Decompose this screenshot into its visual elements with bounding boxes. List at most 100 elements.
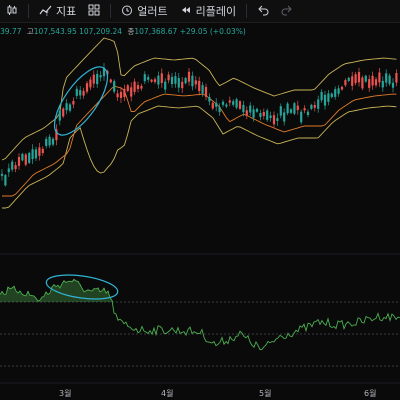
candle-body	[388, 75, 391, 84]
candlestick-icon	[6, 4, 18, 19]
candle-body	[289, 109, 293, 113]
candle-body	[174, 76, 177, 84]
candle-body	[0, 173, 4, 176]
candle-body	[82, 90, 85, 96]
candle-body	[395, 73, 398, 83]
candle-body	[17, 157, 21, 166]
alert-button[interactable]: 얼러트	[115, 0, 173, 22]
annotation-ellipse	[45, 274, 119, 300]
candle-body	[191, 75, 194, 87]
candle-body	[147, 77, 150, 80]
candle-body	[45, 138, 48, 146]
x-axis-label-march: 3월	[59, 389, 72, 398]
toolbar-divider	[28, 4, 29, 18]
candle-body	[351, 76, 354, 86]
candle-body	[21, 153, 24, 161]
candle-body	[320, 91, 323, 101]
candle-body	[11, 161, 14, 170]
candle-body	[4, 175, 7, 186]
candle-body	[344, 80, 347, 86]
candle-body	[92, 74, 95, 84]
candle-body	[99, 75, 102, 78]
undo-icon	[257, 4, 269, 19]
replay-label: 리플레이	[195, 5, 237, 18]
candle-body	[361, 77, 364, 89]
candle-body	[62, 108, 65, 117]
candle-body	[75, 88, 78, 96]
candle-body	[102, 67, 106, 77]
candle-body	[232, 101, 235, 105]
alert-label: 얼러트	[137, 5, 168, 18]
candle-body	[357, 72, 361, 83]
candle-body	[58, 110, 61, 121]
candlestick-button[interactable]	[0, 0, 24, 22]
candle-body	[340, 86, 344, 90]
replay-button[interactable]: 리플레이	[174, 0, 242, 22]
candle-body	[130, 87, 133, 97]
bollinger-lower-band	[2, 105, 397, 209]
candle-body	[283, 112, 286, 122]
candle-body	[221, 101, 225, 105]
candle-body	[228, 100, 231, 103]
candle-body	[208, 97, 211, 102]
candle-body	[238, 101, 242, 109]
candle-body	[123, 88, 126, 97]
candle-body	[157, 75, 160, 85]
candle-body	[374, 79, 378, 86]
open-value: 39.77	[0, 27, 22, 36]
candle-body	[385, 73, 388, 83]
candle-body	[133, 81, 136, 92]
grid-icon	[88, 4, 100, 19]
candle-body	[7, 168, 10, 173]
candle-body	[306, 111, 310, 115]
candle-body	[143, 74, 146, 82]
candle-body	[218, 107, 221, 113]
candle-body	[337, 88, 340, 94]
x-axis-label-june: 6월	[364, 389, 377, 398]
redo-button[interactable]	[275, 0, 299, 22]
candle-body	[89, 79, 92, 88]
candle-body	[259, 113, 262, 117]
candle-body	[24, 154, 27, 165]
candle-body	[317, 99, 320, 109]
candle-body	[167, 74, 170, 81]
indicators-icon: f	[39, 4, 52, 19]
candle-body	[245, 110, 248, 116]
candle-body	[368, 79, 371, 88]
candle-body	[85, 83, 89, 92]
candle-body	[262, 112, 265, 116]
rsi-line	[0, 278, 400, 351]
candle-body	[313, 105, 316, 108]
close-value: 107,368.67	[134, 27, 178, 36]
candle-body	[153, 79, 157, 82]
candle-body	[272, 115, 276, 125]
candle-body	[181, 81, 184, 89]
candle-body	[150, 79, 153, 82]
candle-body	[119, 91, 123, 98]
undo-button[interactable]	[251, 0, 275, 22]
x-axis-label-april: 4월	[161, 389, 174, 398]
candle-body	[79, 90, 82, 96]
indicators-button[interactable]: f 지표	[33, 0, 82, 22]
candle-body	[279, 106, 282, 116]
replay-icon	[180, 4, 192, 19]
layout-button[interactable]	[82, 0, 106, 22]
candle-body	[211, 102, 214, 109]
candle-body	[201, 85, 204, 94]
candle-body	[38, 147, 41, 156]
candle-body	[140, 85, 143, 89]
candle-body	[215, 102, 218, 107]
candle-body	[41, 148, 44, 153]
candle-body	[391, 82, 395, 88]
ohlc-legend: 39.77 고107,543.95 107,209.24 종107,368.67…	[0, 26, 246, 38]
candle-body	[354, 74, 357, 84]
candle-body	[252, 109, 255, 118]
bollinger-upper-band	[1, 37, 397, 161]
svg-text:f: f	[46, 11, 49, 16]
candle-body	[296, 105, 299, 110]
candle-body	[293, 103, 296, 114]
top-toolbar: f 지표 얼러트 리플레이	[0, 0, 400, 23]
candle-body	[184, 78, 187, 84]
candle-body	[170, 76, 174, 84]
